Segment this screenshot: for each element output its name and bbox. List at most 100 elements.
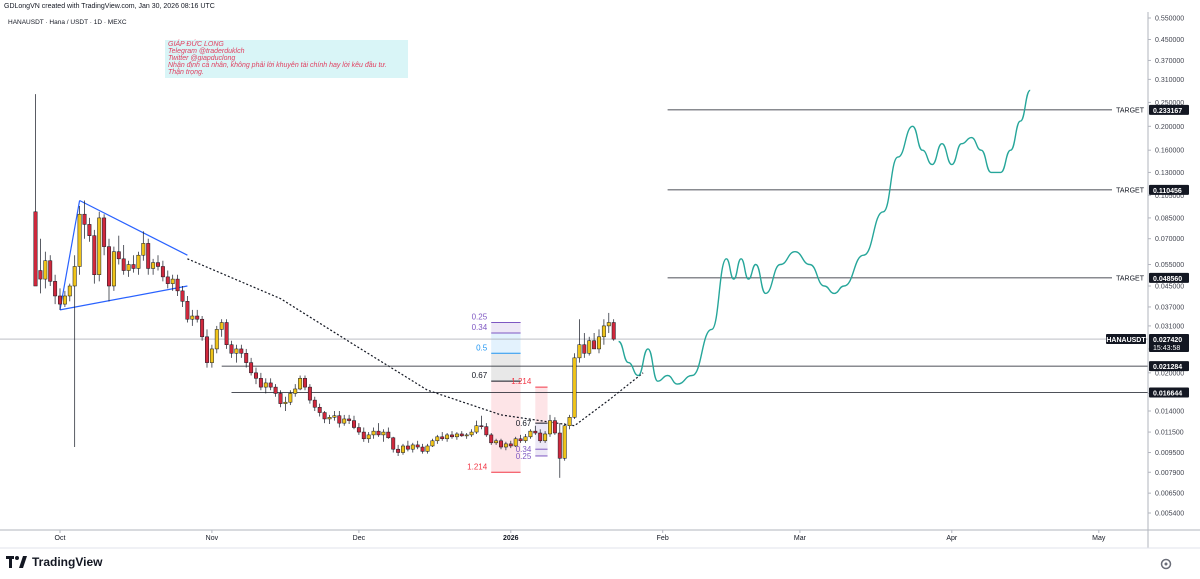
price-tick-label: 0.085000	[1155, 215, 1184, 222]
candle-body	[572, 357, 577, 418]
chart-credit: GDLongVN created with TradingView.com, J…	[4, 3, 215, 10]
time-tick-label: Mar	[794, 535, 807, 542]
price-tick-label: 0.055000	[1155, 262, 1184, 269]
candle	[195, 309, 200, 323]
price-tick-label: 0.550000	[1155, 16, 1184, 23]
candle-body	[396, 448, 401, 453]
candlesticks	[33, 94, 616, 478]
fib-level-label: 0.34	[516, 445, 532, 454]
candle-body	[58, 295, 62, 305]
price-tick-label: 0.006500	[1155, 491, 1184, 498]
candle-body	[440, 436, 445, 440]
candle	[342, 414, 347, 426]
candle-body	[82, 213, 87, 225]
candle	[562, 423, 567, 461]
candle-body	[43, 260, 48, 280]
candle	[87, 217, 92, 242]
candle	[499, 438, 503, 450]
tradingview-logo[interactable]: TradingView	[6, 555, 102, 569]
candle	[337, 411, 342, 428]
triangle-line	[79, 199, 188, 256]
candle-body	[611, 322, 616, 340]
candle	[263, 378, 268, 394]
candle-body	[278, 393, 283, 404]
candle	[283, 396, 288, 412]
candle	[567, 414, 572, 430]
triangle-line	[59, 285, 188, 311]
candle	[116, 235, 121, 265]
candle-body	[258, 378, 263, 388]
candle	[200, 316, 205, 341]
fib-level-label: 0.67	[516, 419, 532, 428]
candle-body	[263, 382, 268, 388]
price-tick-label: 0.310000	[1155, 77, 1184, 84]
candle	[494, 438, 499, 445]
candle	[376, 423, 381, 437]
candle	[170, 274, 175, 291]
candle	[405, 440, 410, 452]
target-label: TARGET	[1116, 187, 1145, 194]
candle-body	[484, 426, 489, 436]
note-line: GIÁP ĐỨC LONG	[168, 41, 224, 48]
tradingview-icon	[6, 556, 27, 568]
candle-body	[322, 412, 327, 420]
note-line: Twitter @giapduclong	[168, 55, 236, 62]
fib-level-label: 1.214	[467, 462, 488, 471]
candle	[239, 344, 244, 358]
candle	[601, 319, 606, 345]
candle-body	[464, 434, 469, 437]
candle	[214, 325, 219, 354]
triangle-line	[59, 200, 81, 310]
price-tick-label: 0.045000	[1155, 284, 1184, 291]
candle	[401, 443, 405, 455]
candle	[440, 432, 445, 441]
candle-body	[48, 260, 53, 282]
candle-body	[352, 420, 356, 428]
candle-body	[523, 436, 528, 442]
candle	[572, 353, 577, 419]
candle	[592, 333, 597, 350]
candle-body	[410, 444, 415, 450]
candle-body	[450, 434, 454, 438]
price-label-text: 0.021284	[1153, 364, 1182, 371]
candle	[312, 396, 317, 412]
candle-body	[577, 344, 582, 359]
candle	[33, 94, 38, 287]
candle	[268, 378, 273, 391]
candle-body	[87, 224, 92, 236]
candle-body	[146, 243, 151, 269]
price-label-text: 0.016644	[1153, 390, 1182, 397]
candle	[347, 414, 352, 425]
candle	[489, 433, 494, 445]
price-tick-label: 0.250000	[1155, 100, 1184, 107]
candle-body	[209, 348, 214, 363]
price-label-box	[1149, 361, 1189, 372]
price-label-box	[1149, 387, 1189, 398]
tradingview-wordmark: TradingView	[32, 555, 103, 569]
candle	[229, 340, 234, 358]
price-tick-label: 0.450000	[1155, 37, 1184, 44]
candle	[557, 423, 562, 478]
candle-body	[205, 336, 209, 363]
candle-body	[293, 388, 298, 394]
candle	[450, 431, 454, 439]
candle-body	[121, 258, 126, 271]
candle	[303, 375, 307, 391]
candle-body	[77, 213, 82, 267]
candle	[391, 436, 396, 453]
symbol-title: HANAUSDT · Hana / USDT · 1D · MEXC	[8, 19, 127, 26]
price-axis: 0.550000 0.450000 0.370000 0.310000 0.250000…	[1147, 12, 1184, 548]
candle-body	[347, 418, 352, 421]
candle	[72, 255, 77, 448]
candle-body	[337, 415, 342, 424]
candle	[361, 427, 366, 442]
candle	[38, 238, 43, 294]
gear-icon[interactable]	[1160, 558, 1172, 570]
candle-body	[185, 301, 190, 320]
candle-body	[405, 445, 410, 450]
candle-body	[165, 276, 170, 284]
candle	[121, 244, 126, 275]
price-tick-label: 0.160000	[1155, 148, 1184, 155]
